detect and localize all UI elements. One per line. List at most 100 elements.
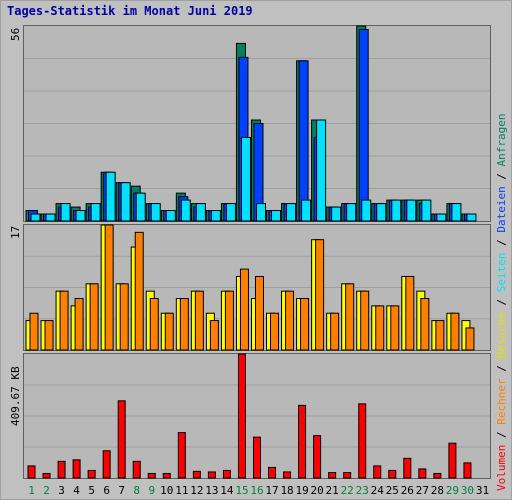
bar-volumen xyxy=(448,442,457,479)
bar-dateien xyxy=(298,60,309,222)
bar-seiten xyxy=(210,210,221,222)
bar-seiten xyxy=(331,206,342,222)
bar-seiten xyxy=(301,199,312,222)
bar-volumen xyxy=(237,353,246,479)
bar-seiten xyxy=(271,210,282,222)
bar-volumen xyxy=(27,465,36,479)
bar-rechner xyxy=(119,283,129,351)
bar-rechner xyxy=(345,283,355,351)
bar-rechner xyxy=(44,320,54,351)
x-tick-label: 20 xyxy=(311,484,324,497)
bar-rechner xyxy=(465,327,475,351)
x-tick-label: 7 xyxy=(118,484,125,497)
bar-volumen xyxy=(283,471,292,479)
x-tick-label: 13 xyxy=(205,484,218,497)
bar-volumen xyxy=(463,462,472,479)
bar-volumen xyxy=(433,472,442,479)
x-tick-label: 6 xyxy=(103,484,110,497)
bar-rechner xyxy=(420,298,430,351)
x-tick-label: 23 xyxy=(356,484,369,497)
bar-volumen xyxy=(373,465,382,479)
bar-volumen xyxy=(298,404,307,479)
bar-seiten xyxy=(180,199,191,222)
bar-rechner xyxy=(194,290,204,351)
bar-seiten xyxy=(255,203,266,222)
bar-seiten xyxy=(436,213,447,222)
x-tick-label: 27 xyxy=(416,484,429,497)
bar-volumen xyxy=(222,469,231,479)
bar-seiten xyxy=(135,192,146,222)
bar-rechner xyxy=(74,298,84,351)
bar-volumen xyxy=(132,460,141,479)
x-tick-label: 21 xyxy=(326,484,339,497)
bar-seiten xyxy=(361,199,372,222)
x-tick-label: 31 xyxy=(476,484,489,497)
bar-seiten xyxy=(376,203,387,222)
bar-rechner xyxy=(435,320,445,351)
bar-volumen xyxy=(117,400,126,479)
bar-volumen xyxy=(87,469,96,479)
x-tick-label: 9 xyxy=(148,484,155,497)
bar-seiten xyxy=(451,203,462,222)
bar-seiten xyxy=(466,213,477,222)
bar-rechner xyxy=(270,312,280,351)
x-tick-label: 4 xyxy=(73,484,80,497)
bar-rechner xyxy=(89,283,99,351)
bar-rechner xyxy=(315,239,325,351)
bar-volumen xyxy=(313,435,322,479)
bar-seiten xyxy=(316,119,327,222)
bar-seiten xyxy=(120,182,131,222)
bar-rechner xyxy=(209,320,219,351)
bar-volumen xyxy=(388,469,397,479)
bar-seiten xyxy=(195,203,206,222)
x-tick-label: 25 xyxy=(386,484,399,497)
x-tick-label: 11 xyxy=(175,484,188,497)
x-tick-label: 26 xyxy=(401,484,414,497)
bar-dateien xyxy=(358,28,369,222)
bar-rechner xyxy=(375,305,385,351)
bar-volumen xyxy=(403,457,412,479)
bar-rechner xyxy=(285,290,295,351)
bar-volumen xyxy=(102,450,111,479)
x-tick-label: 18 xyxy=(280,484,293,497)
bar-volumen xyxy=(268,466,277,479)
x-tick-label: 30 xyxy=(461,484,474,497)
bar-seiten xyxy=(240,136,251,222)
bar-seiten xyxy=(105,171,116,222)
x-tick-label: 16 xyxy=(250,484,263,497)
bar-volumen xyxy=(147,472,156,479)
bar-volumen xyxy=(252,436,261,479)
bar-rechner xyxy=(149,298,159,351)
bar-volumen xyxy=(57,460,66,479)
bar-rechner xyxy=(59,290,69,351)
bar-rechner xyxy=(360,290,370,351)
bar-rechner xyxy=(179,298,189,351)
x-tick-label: 2 xyxy=(43,484,50,497)
x-tick-label: 24 xyxy=(371,484,385,497)
bar-volumen xyxy=(42,472,51,479)
bar-volumen xyxy=(192,470,201,479)
x-tick-label: 14 xyxy=(220,484,234,497)
bar-seiten xyxy=(286,203,297,222)
x-tick-label: 8 xyxy=(133,484,140,497)
bar-volumen xyxy=(328,472,337,479)
bar-volumen xyxy=(358,403,367,479)
x-tick-label: 1 xyxy=(28,484,35,497)
bar-rechner xyxy=(29,312,39,351)
bar-seiten xyxy=(75,210,86,222)
bar-seiten xyxy=(346,203,357,222)
x-tick-label: 3 xyxy=(58,484,65,497)
x-tick-label: 5 xyxy=(88,484,95,497)
bar-volumen xyxy=(162,472,171,479)
bar-seiten xyxy=(45,213,56,222)
bar-rechner xyxy=(134,231,144,351)
bar-rechner xyxy=(239,268,249,351)
bar-seiten xyxy=(165,210,176,222)
x-tick-label: 29 xyxy=(446,484,459,497)
x-tick-label: 28 xyxy=(431,484,444,497)
bar-volumen xyxy=(207,471,216,479)
chart-title: Tages-Statistik im Monat Juni 2019 xyxy=(7,4,253,18)
bar-rechner xyxy=(254,275,264,351)
